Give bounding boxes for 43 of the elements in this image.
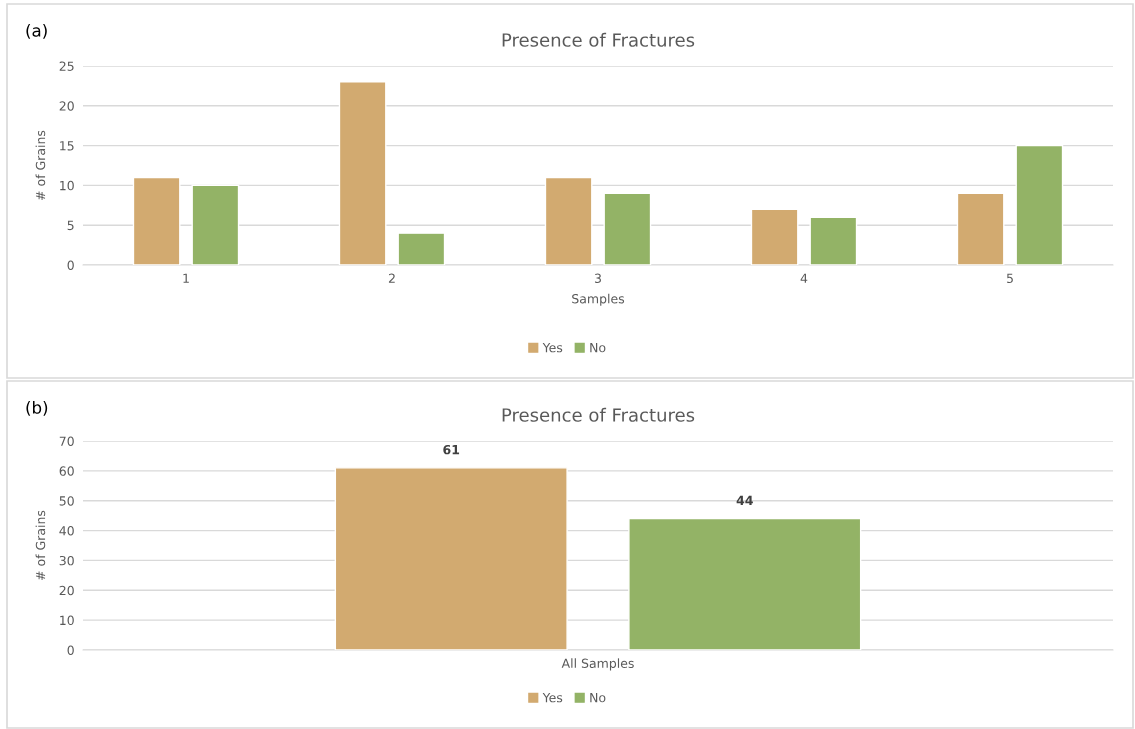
y-tick-label: 25 xyxy=(59,61,74,71)
legend-label: Yes xyxy=(542,693,563,703)
y-tick-label: 20 xyxy=(59,585,74,596)
y-tick-label: 10 xyxy=(60,615,74,626)
bar xyxy=(750,208,799,265)
y-tick-label: 5 xyxy=(67,220,74,231)
bar xyxy=(544,176,593,265)
y-tick-label: 50 xyxy=(59,496,74,506)
chart-title: Presence of Fractures xyxy=(502,407,695,422)
data-label: 44 xyxy=(736,495,753,505)
x-tick-label: 5 xyxy=(1006,273,1013,284)
y-axis-title: # of Grains xyxy=(35,510,46,580)
legend-label: No xyxy=(590,693,606,703)
bar xyxy=(191,184,240,265)
x-tick-label: 3 xyxy=(594,273,601,284)
y-tick-label: 0 xyxy=(67,260,74,270)
bar xyxy=(1015,144,1064,265)
data-label: 61 xyxy=(443,444,460,455)
bar xyxy=(956,192,1005,265)
y-tick-label: 40 xyxy=(59,526,74,536)
text: (a) xyxy=(26,23,47,39)
bar xyxy=(809,216,858,265)
y-axis-title: # of Grains xyxy=(35,130,46,200)
y-tick-label: 60 xyxy=(59,466,74,476)
y-tick-label: 15 xyxy=(60,141,74,151)
y-tick-label: 20 xyxy=(59,101,74,111)
legend-label: No xyxy=(590,343,606,353)
x-tick-label: 1 xyxy=(183,273,189,283)
text: (b) xyxy=(26,400,48,416)
chart-title: Presence of Fractures xyxy=(502,32,695,47)
x-axis-title: Samples xyxy=(572,293,625,306)
y-tick-label: 70 xyxy=(59,436,74,446)
y-tick-label: 0 xyxy=(67,645,74,655)
legend-label: Yes xyxy=(542,343,563,353)
bar xyxy=(132,176,181,265)
bar xyxy=(338,81,387,265)
y-tick-label: 10 xyxy=(60,180,74,191)
bar xyxy=(603,192,652,265)
y-tick-label: 30 xyxy=(59,555,74,566)
bar xyxy=(397,232,446,265)
x-tick-label: 4 xyxy=(800,273,808,283)
x-tick-label: All Samples xyxy=(561,658,634,671)
x-tick-label: 2 xyxy=(388,273,395,283)
